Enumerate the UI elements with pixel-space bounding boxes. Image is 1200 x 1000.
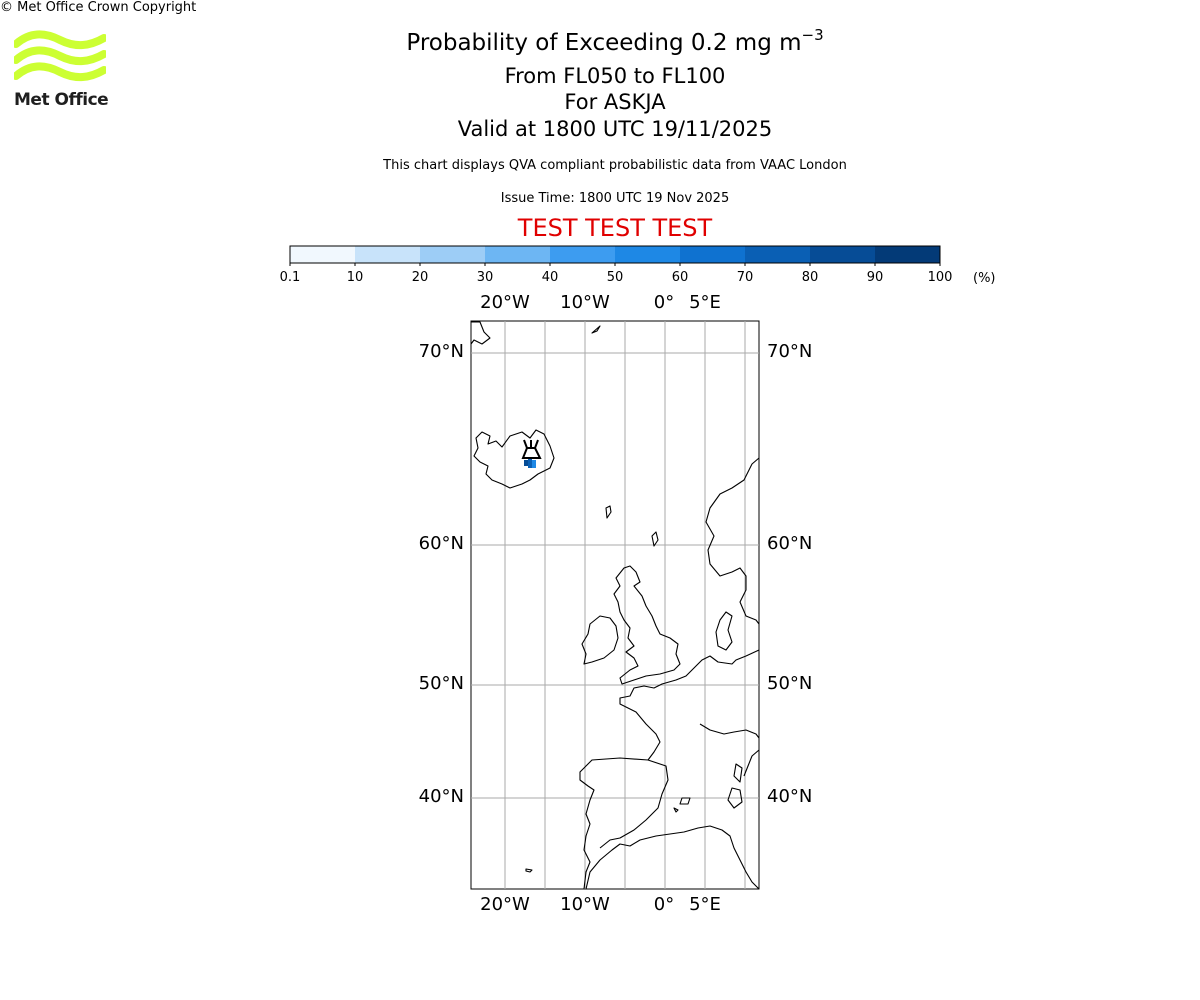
longitude-label: 20°W: [480, 292, 530, 313]
colorbar-segment: [875, 246, 940, 263]
longitude-label: 0°: [653, 292, 675, 313]
longitude-label: 10°W: [560, 894, 610, 915]
colorbar-tick-label: 20: [411, 270, 429, 285]
coast-france-med: [699, 723, 760, 739]
chart-description: This chart displays QVA compliant probab…: [383, 158, 847, 173]
ash-plume: [524, 456, 536, 468]
colorbar-tick-label: 50: [606, 270, 624, 285]
coast-denmark: [715, 611, 733, 651]
latitude-label: 40°N: [767, 786, 813, 807]
longitude-label: 20°W: [480, 894, 530, 915]
wave-mark: [14, 30, 106, 81]
latitude-label: 70°N: [767, 341, 813, 362]
latitude-label: 50°N: [418, 673, 464, 694]
met-office-logo: [14, 30, 106, 81]
valid-time: Valid at 1800 UTC 19/11/2025: [457, 117, 773, 141]
probability-colorbar: [289, 245, 941, 266]
latitude-label: 60°N: [418, 533, 464, 554]
latitude-label: 40°N: [418, 786, 464, 807]
colorbar-unit: (%): [973, 271, 996, 286]
longitude-label: 5°E: [689, 894, 721, 915]
volcano-name: For ASKJA: [564, 90, 666, 114]
colorbar-tick-label: 30: [476, 270, 494, 285]
colorbar-segment: [290, 246, 355, 263]
coast-sardinia: [727, 787, 743, 809]
coast-jan-mayen: [591, 325, 601, 334]
coast-continent: [579, 649, 760, 890]
longitude-label: 5°E: [689, 292, 721, 313]
colorbar-segment: [420, 246, 485, 263]
issue-time: Issue Time: 1800 UTC 19 Nov 2025: [500, 191, 730, 206]
latitude-label: 60°N: [767, 533, 813, 554]
graticule: [471, 321, 759, 889]
longitude-label: 10°W: [560, 292, 610, 313]
coast-iberia-med: [599, 759, 669, 849]
coast-corsica: [733, 763, 743, 783]
copyright-notice: © Met Office Crown Copyright: [0, 0, 197, 15]
latitude-label: 70°N: [418, 341, 464, 362]
coast-italy: [743, 749, 760, 777]
colorbar-segment: [810, 246, 875, 263]
colorbar-tick-label: 70: [736, 270, 754, 285]
colorbar-segment: [355, 246, 420, 263]
coast-scandinavia: [705, 457, 760, 625]
coast-great-britain: [613, 565, 681, 685]
colorbar-segment: [550, 246, 615, 263]
logo-text: Met Office: [14, 90, 109, 110]
colorbar-tick-label: 0.1: [279, 270, 301, 285]
coast-shetland: [651, 531, 659, 547]
coastlines: [470, 321, 760, 890]
volcano-icon: [521, 439, 542, 459]
colorbar-tick-label: 90: [866, 270, 884, 285]
colorbar-tick-label: 40: [541, 270, 559, 285]
coast-faroe: [605, 505, 612, 519]
colorbar-segment: [680, 246, 745, 263]
colorbar-tick-label: 10: [346, 270, 364, 285]
colorbar-tick-label: 60: [671, 270, 689, 285]
coast-small-island: [525, 868, 533, 873]
test-banner: TEST TEST TEST: [517, 214, 713, 242]
latitude-label: 50°N: [767, 673, 813, 694]
map-panel: [470, 320, 760, 890]
coast-north-africa: [585, 825, 760, 890]
colorbar-segment: [485, 246, 550, 263]
colorbar-segment: [745, 246, 810, 263]
coast-ireland: [581, 615, 619, 665]
flight-level-range: From FL050 to FL100: [504, 64, 726, 88]
colorbar-tick-label: 100: [927, 270, 953, 285]
coast-balearics: [673, 797, 691, 813]
colorbar-border: [289, 245, 941, 264]
colorbar-segment: [615, 246, 680, 263]
coast-iceland: [473, 429, 555, 489]
coast-greenland: [470, 321, 491, 345]
longitude-label: 0°: [653, 894, 675, 915]
colorbar-tick-label: 80: [801, 270, 819, 285]
chart-title: Probability of Exceeding 0.2 mg m−3: [406, 26, 824, 56]
